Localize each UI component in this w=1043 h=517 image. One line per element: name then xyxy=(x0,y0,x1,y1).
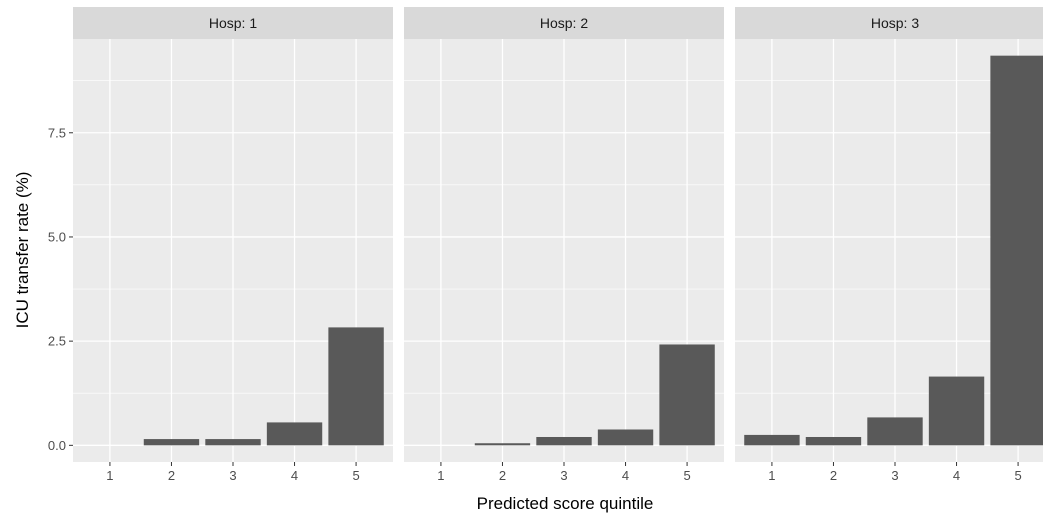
strip-label: Hosp: 2 xyxy=(540,15,588,31)
y-axis-title: ICU transfer rate (%) xyxy=(13,172,32,329)
y-tick-label: 0.0 xyxy=(48,438,66,453)
bar-3 xyxy=(205,439,261,446)
x-tick-label: 5 xyxy=(1014,468,1021,483)
x-tick-label: 5 xyxy=(683,468,690,483)
y-tick-label: 2.5 xyxy=(48,334,66,349)
x-tick-label: 1 xyxy=(437,468,444,483)
y-tick-label: 7.5 xyxy=(48,125,66,140)
bar-1 xyxy=(744,434,800,446)
panels-layer: Hosp: 1 1 2 3 4 5 Hosp: 2 1 2 3 4 5 Hosp: 3 1 2 3 4 5 xyxy=(73,7,1043,483)
bar-4 xyxy=(266,422,323,446)
bar-5 xyxy=(659,344,715,446)
x-tick-label: 1 xyxy=(106,468,113,483)
y-tick-label: 5.0 xyxy=(48,229,66,244)
x-tick-label: 3 xyxy=(560,468,567,483)
strip-label: Hosp: 1 xyxy=(209,15,257,31)
x-tick-label: 4 xyxy=(622,468,629,483)
bar-4 xyxy=(928,376,985,446)
x-axis-title: Predicted score quintile xyxy=(477,494,654,513)
bar-4 xyxy=(597,429,654,446)
x-tick-label: 1 xyxy=(768,468,775,483)
x-tick-label: 5 xyxy=(352,468,359,483)
x-tick-label: 4 xyxy=(953,468,960,483)
bar-3 xyxy=(867,417,923,446)
bar-2 xyxy=(474,443,531,446)
panel-2: Hosp: 2 1 2 3 4 5 xyxy=(404,7,724,483)
x-tick-label: 2 xyxy=(830,468,837,483)
strip-label: Hosp: 3 xyxy=(871,15,919,31)
x-tick-label: 2 xyxy=(168,468,175,483)
bar-3 xyxy=(536,436,592,446)
strip-background xyxy=(73,7,393,39)
bar-5 xyxy=(990,55,1043,446)
panel-1: Hosp: 1 1 2 3 4 5 xyxy=(73,7,393,483)
bar-2 xyxy=(143,439,200,446)
panel-3: Hosp: 3 1 2 3 4 5 xyxy=(735,7,1043,483)
bar-2 xyxy=(805,436,862,446)
strip-background xyxy=(735,7,1043,39)
y-axis: 0.0 2.5 5.0 7.5 xyxy=(48,125,73,453)
x-tick-label: 3 xyxy=(891,468,898,483)
x-tick-label: 3 xyxy=(229,468,236,483)
bar-5 xyxy=(328,327,384,446)
x-tick-label: 2 xyxy=(499,468,506,483)
x-tick-label: 4 xyxy=(291,468,298,483)
strip-background xyxy=(404,7,724,39)
